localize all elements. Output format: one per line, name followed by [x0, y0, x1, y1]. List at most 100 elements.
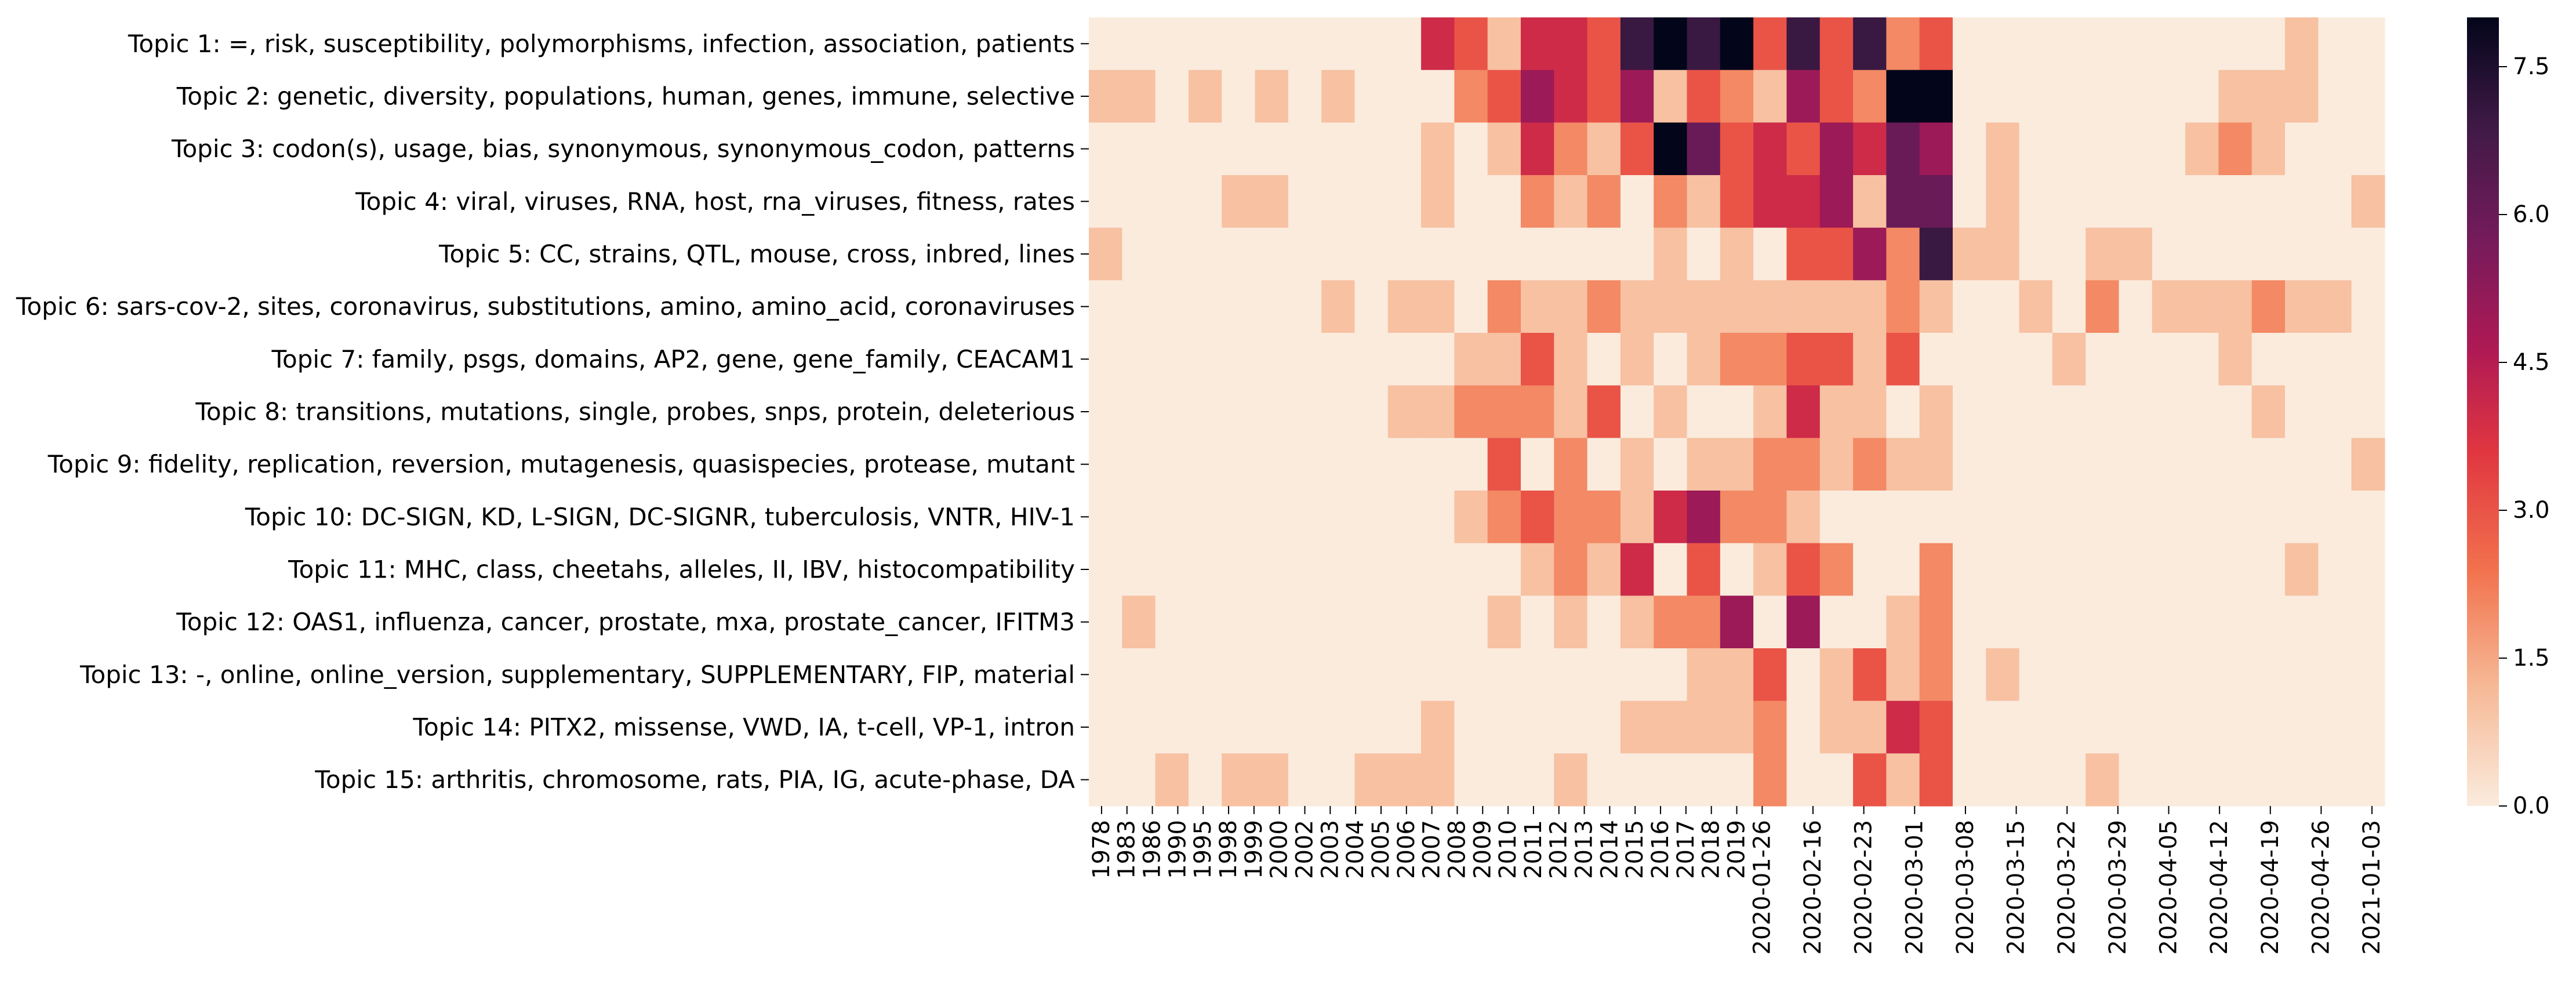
heatmap-cell [2185, 333, 2219, 386]
heatmap-cell [1454, 491, 1488, 544]
heatmap-cell [1919, 280, 1953, 333]
heatmap-cell [1421, 648, 1455, 702]
heatmap-cell [2318, 491, 2352, 544]
heatmap-cell [1155, 175, 1189, 228]
heatmap-cell [1554, 543, 1588, 596]
heatmap-cell [1188, 175, 1222, 228]
heatmap-cell [1786, 227, 1821, 281]
heatmap-cell [1487, 70, 1521, 123]
heatmap-cell [1554, 227, 1588, 281]
heatmap-cell [1354, 543, 1389, 596]
heatmap-cell [2351, 438, 2385, 491]
heatmap-cell [1554, 491, 1588, 544]
heatmap-cell [1188, 700, 1222, 754]
heatmap-cell [1986, 438, 2020, 491]
heatmap-cell [1554, 648, 1588, 702]
heatmap-cell [1487, 700, 1521, 754]
column-label: 2012 [1546, 820, 1572, 879]
heatmap-cell [1720, 543, 1754, 596]
heatmap-cell [1853, 648, 1887, 702]
heatmap-cell [1819, 596, 1854, 649]
heatmap-cell [2052, 333, 2086, 386]
heatmap-cell [1454, 333, 1488, 386]
heatmap-cell [1354, 596, 1389, 649]
heatmap-cell [1354, 227, 1389, 281]
heatmap-cell [1886, 596, 1920, 649]
heatmap-cell [2218, 17, 2252, 71]
heatmap-cell [2285, 648, 2319, 702]
heatmap-cell [1222, 596, 1256, 649]
colorbar-tick-label: 6.0 [2513, 201, 2550, 228]
heatmap-cell [1222, 227, 1256, 281]
heatmap-cell [1321, 700, 1356, 754]
heatmap-cell [1155, 596, 1189, 649]
heatmap-cell [1354, 648, 1389, 702]
heatmap-cell [2218, 280, 2252, 333]
heatmap-cell [2152, 227, 2186, 281]
heatmap-cell [1188, 648, 1222, 702]
heatmap-cell [1687, 70, 1721, 123]
heatmap-cell [2285, 122, 2319, 176]
heatmap-cell [1919, 700, 1953, 754]
heatmap-cell [1155, 700, 1189, 754]
heatmap-cell [1387, 70, 1422, 123]
heatmap-cell [1620, 70, 1654, 123]
heatmap-cell [2152, 333, 2186, 386]
heatmap-cell [1188, 753, 1222, 807]
heatmap-cell [1786, 596, 1821, 649]
heatmap-cell [1654, 648, 1688, 702]
heatmap-cell [2052, 491, 2086, 544]
heatmap-cell [2218, 385, 2252, 438]
heatmap-cell [1853, 227, 1887, 281]
heatmap-cell [1687, 175, 1721, 228]
heatmap-cells [1089, 17, 2385, 807]
heatmap-cell [1953, 648, 1986, 702]
column-label: 2006 [1393, 820, 1420, 879]
heatmap-cell [1587, 648, 1621, 702]
column-label: 2009 [1469, 820, 1496, 879]
heatmap-cell [1255, 491, 1289, 544]
heatmap-cell [2285, 491, 2319, 544]
column-label: 1986 [1139, 820, 1166, 879]
column-label: 2018 [1698, 820, 1725, 879]
heatmap-cell [1819, 122, 1854, 176]
heatmap-cell [1720, 648, 1754, 702]
heatmap-cell [1953, 70, 1986, 123]
heatmap-cell [1487, 491, 1521, 544]
heatmap-cell [1089, 543, 1122, 596]
heatmap-cell [1753, 648, 1787, 702]
heatmap-cell [1654, 753, 1688, 807]
heatmap-cell [1720, 70, 1754, 123]
heatmap-cell [1853, 700, 1887, 754]
heatmap-cell [1354, 491, 1389, 544]
heatmap-cell [1986, 648, 2020, 702]
heatmap-cell [1321, 17, 1356, 71]
heatmap-cell [2085, 70, 2120, 123]
heatmap-cell [1354, 17, 1389, 71]
heatmap-cell [1288, 648, 1322, 702]
heatmap-cell [2019, 17, 2053, 71]
column-label: 2005 [1368, 820, 1394, 879]
heatmap-cell [1654, 385, 1688, 438]
column-label: 1999 [1241, 820, 1267, 879]
heatmap-cell [1786, 122, 1821, 176]
heatmap-cell [2052, 596, 2086, 649]
heatmap-cell [1222, 700, 1256, 754]
heatmap-cell [1321, 385, 1356, 438]
heatmap-cell [1222, 70, 1256, 123]
heatmap-cell [1255, 70, 1289, 123]
heatmap-cell [1687, 438, 1721, 491]
heatmap-cell [1222, 648, 1256, 702]
heatmap-cell [1521, 280, 1554, 333]
heatmap-cell [2185, 175, 2219, 228]
heatmap-cell [2285, 543, 2319, 596]
heatmap-cell [2152, 175, 2186, 228]
heatmap-cell [1188, 280, 1222, 333]
heatmap-cell [2251, 491, 2286, 544]
heatmap-cell [1288, 385, 1322, 438]
heatmap-cell [2218, 648, 2252, 702]
heatmap-cell [1122, 438, 1156, 491]
heatmap-cell [1819, 648, 1854, 702]
heatmap-cell [1387, 17, 1422, 71]
heatmap-cell [2052, 753, 2086, 807]
